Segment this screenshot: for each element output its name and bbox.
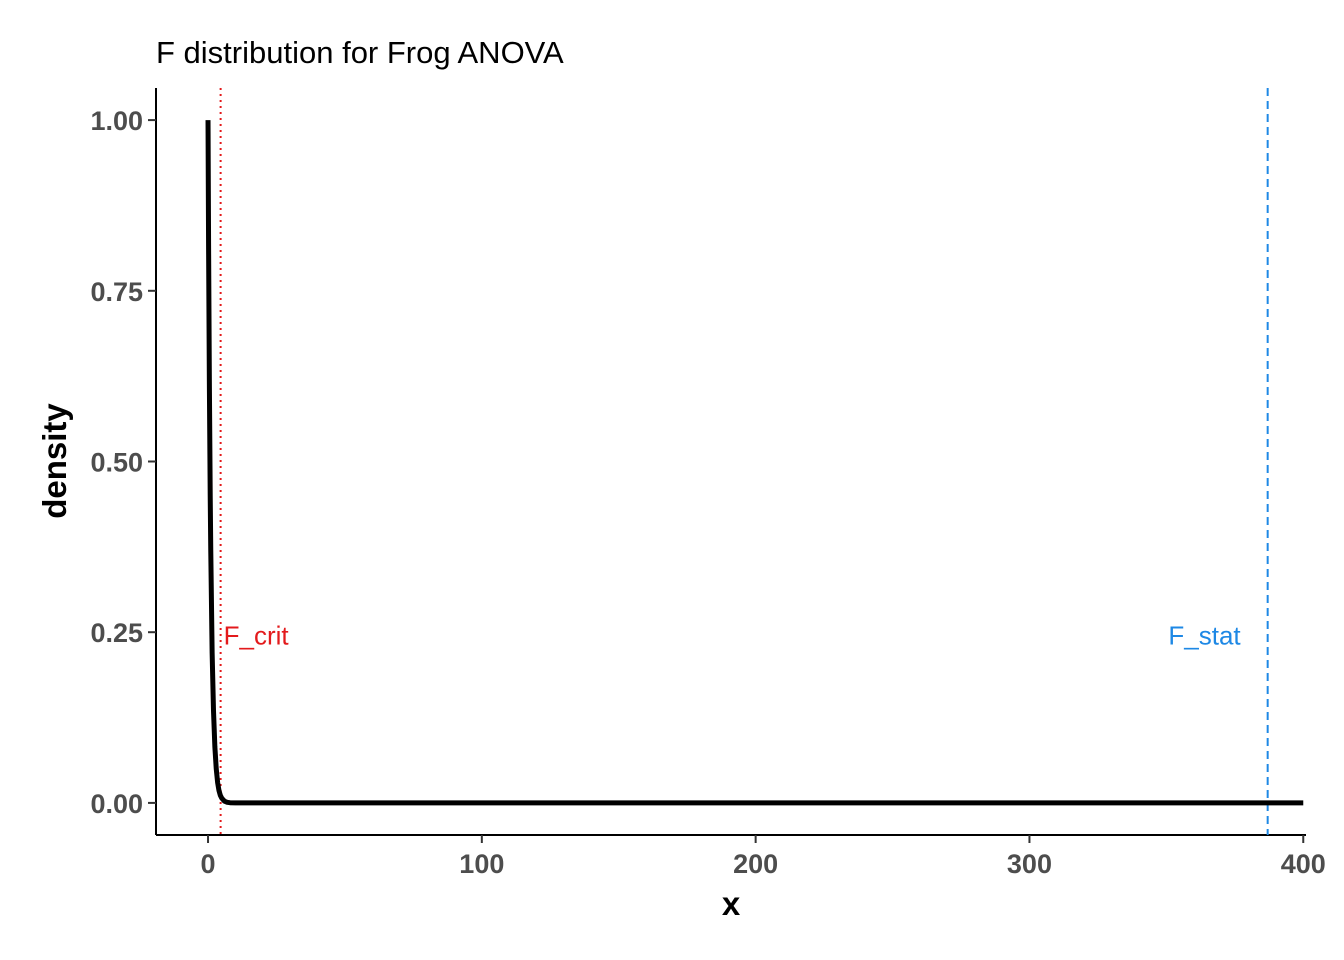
y-tick-label: 0.25	[90, 618, 143, 648]
reference-lines: F_crit F_stat	[219, 88, 1269, 835]
y-tick-label: 1.00	[90, 106, 143, 136]
chart-title: F distribution for Frog ANOVA	[156, 35, 564, 70]
x-tick-label: 300	[1007, 849, 1052, 879]
series-group	[205, 120, 1304, 806]
y-tick-label: 0.50	[90, 448, 143, 478]
x-tick-label: 200	[733, 849, 778, 879]
f-stat-label: F_stat	[1168, 621, 1241, 651]
y-tick-label: 0.75	[90, 277, 143, 307]
f-crit-label: F_crit	[224, 621, 290, 651]
y-axis-ticks: 0.00 0.25 0.50 0.75 1.00	[90, 106, 156, 819]
density-curve	[205, 120, 1304, 806]
x-axis-title: x	[722, 885, 741, 922]
y-axis-title: density	[36, 403, 73, 519]
plot-panel	[155, 88, 1306, 836]
x-tick-label: 0	[201, 849, 216, 879]
y-tick-label: 0.00	[90, 789, 143, 819]
x-axis-ticks: 0 100 200 300 400	[201, 835, 1326, 879]
x-tick-label: 100	[459, 849, 504, 879]
x-tick-label: 400	[1281, 849, 1326, 879]
